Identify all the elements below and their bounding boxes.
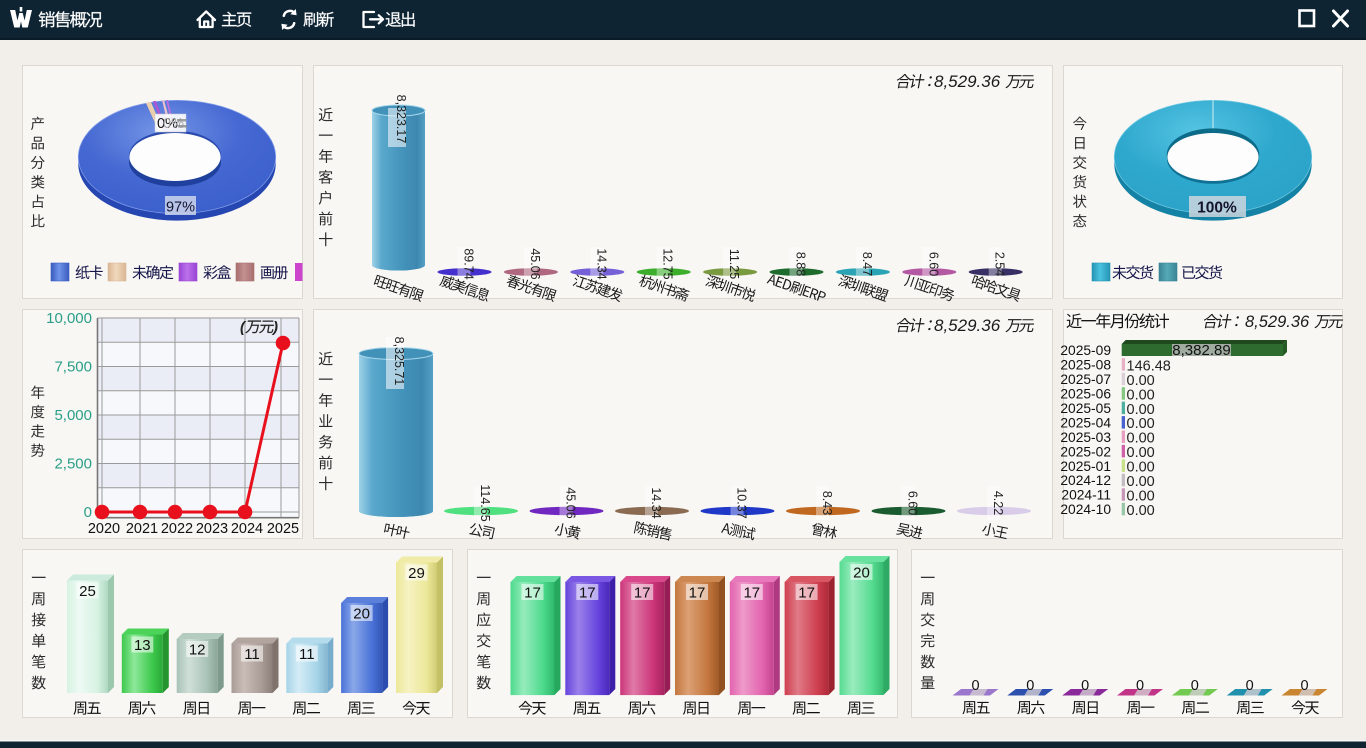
svg-text:17: 17 <box>798 585 815 602</box>
svg-text:13: 13 <box>134 637 151 654</box>
svg-text:2020: 2020 <box>88 521 120 537</box>
svg-text:0: 0 <box>84 504 92 521</box>
svg-text:10,000: 10,000 <box>46 310 92 327</box>
svg-text:2024: 2024 <box>231 521 263 537</box>
svg-text:14.34: 14.34 <box>649 487 663 518</box>
svg-text:5,000: 5,000 <box>54 407 92 424</box>
svg-text:6.60: 6.60 <box>926 252 940 276</box>
svg-text:45.06: 45.06 <box>564 487 578 518</box>
svg-text:2025-09: 2025-09 <box>1060 343 1111 358</box>
svg-text:8.47: 8.47 <box>860 252 874 276</box>
svg-text:12: 12 <box>189 642 206 659</box>
svg-text:20: 20 <box>853 565 870 582</box>
svg-text:2024-10: 2024-10 <box>1060 502 1111 517</box>
svg-text:8,529.36: 8,529.36 <box>1245 313 1310 331</box>
svg-text:0: 0 <box>1136 678 1144 694</box>
svg-text:2025-05: 2025-05 <box>1060 401 1111 416</box>
svg-text:0.00: 0.00 <box>1127 460 1155 476</box>
svg-text:11.25: 11.25 <box>727 249 741 279</box>
svg-text:97%: 97% <box>166 200 195 216</box>
svg-text:0.00: 0.00 <box>1127 445 1155 461</box>
svg-text:2023: 2023 <box>196 521 228 537</box>
svg-text:8,382.89: 8,382.89 <box>1172 342 1230 359</box>
svg-text:0: 0 <box>1026 678 1034 694</box>
svg-text:0: 0 <box>971 678 979 694</box>
svg-text:0: 0 <box>1081 678 1089 694</box>
svg-text:2025-01: 2025-01 <box>1060 459 1111 474</box>
svg-text:0: 0 <box>1300 678 1308 694</box>
svg-text:2025-06: 2025-06 <box>1060 387 1111 402</box>
svg-text:2024-12: 2024-12 <box>1060 473 1111 488</box>
svg-text:17: 17 <box>743 585 760 602</box>
svg-text:0.00: 0.00 <box>1127 416 1155 432</box>
svg-text:0.00: 0.00 <box>1127 387 1155 403</box>
svg-text:4.22: 4.22 <box>991 491 1005 515</box>
svg-text:8,323.17: 8,323.17 <box>394 95 408 144</box>
svg-text:8,325.71: 8,325.71 <box>392 337 406 386</box>
svg-text:11: 11 <box>299 646 315 663</box>
svg-text:8.43: 8.43 <box>820 491 834 515</box>
svg-text:25: 25 <box>79 583 96 600</box>
svg-text:2021: 2021 <box>126 521 158 537</box>
svg-text:2025: 2025 <box>267 521 299 537</box>
svg-text:20: 20 <box>353 606 370 623</box>
svg-text:2025-02: 2025-02 <box>1060 444 1111 459</box>
svg-text:100%: 100% <box>1197 200 1237 217</box>
svg-text:0.00: 0.00 <box>1127 474 1155 490</box>
svg-text:17: 17 <box>634 585 651 602</box>
svg-text:0.00: 0.00 <box>1127 489 1155 505</box>
svg-text:114.65: 114.65 <box>478 484 492 521</box>
svg-text:0.00: 0.00 <box>1127 402 1155 418</box>
svg-text:10.37: 10.37 <box>735 487 749 518</box>
svg-text:0: 0 <box>1246 678 1254 694</box>
svg-text:0%: 0% <box>157 116 178 132</box>
svg-text:89.74: 89.74 <box>462 248 476 279</box>
svg-text:2025-08: 2025-08 <box>1060 358 1111 373</box>
svg-text:2,500: 2,500 <box>54 456 92 473</box>
svg-text:45.06: 45.06 <box>528 248 542 279</box>
svg-text:8,529.36: 8,529.36 <box>934 316 1001 335</box>
svg-text:12.75: 12.75 <box>661 248 675 279</box>
svg-text:(: ( <box>240 319 247 336</box>
svg-text:2022: 2022 <box>161 521 193 537</box>
svg-text:2.54: 2.54 <box>993 252 1007 276</box>
svg-text:2024-11: 2024-11 <box>1061 488 1111 503</box>
svg-text:2025-07: 2025-07 <box>1060 372 1111 387</box>
svg-text:7,500: 7,500 <box>54 359 92 376</box>
svg-text:146.48: 146.48 <box>1127 358 1171 374</box>
svg-text:0.00: 0.00 <box>1127 503 1155 519</box>
svg-text:17: 17 <box>579 585 596 602</box>
svg-text:17: 17 <box>689 585 706 602</box>
svg-text:6.60: 6.60 <box>906 491 920 515</box>
svg-text:11: 11 <box>244 646 260 663</box>
svg-text:2025-04: 2025-04 <box>1060 415 1111 430</box>
svg-text:8,529.36: 8,529.36 <box>934 72 1001 91</box>
svg-text:29: 29 <box>408 565 425 582</box>
svg-text:0.00: 0.00 <box>1127 431 1155 447</box>
svg-text:0.00: 0.00 <box>1127 373 1155 389</box>
svg-text:0: 0 <box>1191 678 1199 694</box>
svg-text:14.34: 14.34 <box>594 248 608 279</box>
svg-text:8.88: 8.88 <box>794 252 808 276</box>
svg-text:0%: 0% <box>163 116 184 132</box>
svg-text:2025-03: 2025-03 <box>1060 430 1111 445</box>
svg-text:17: 17 <box>524 585 541 602</box>
svg-text:): ) <box>271 319 278 336</box>
